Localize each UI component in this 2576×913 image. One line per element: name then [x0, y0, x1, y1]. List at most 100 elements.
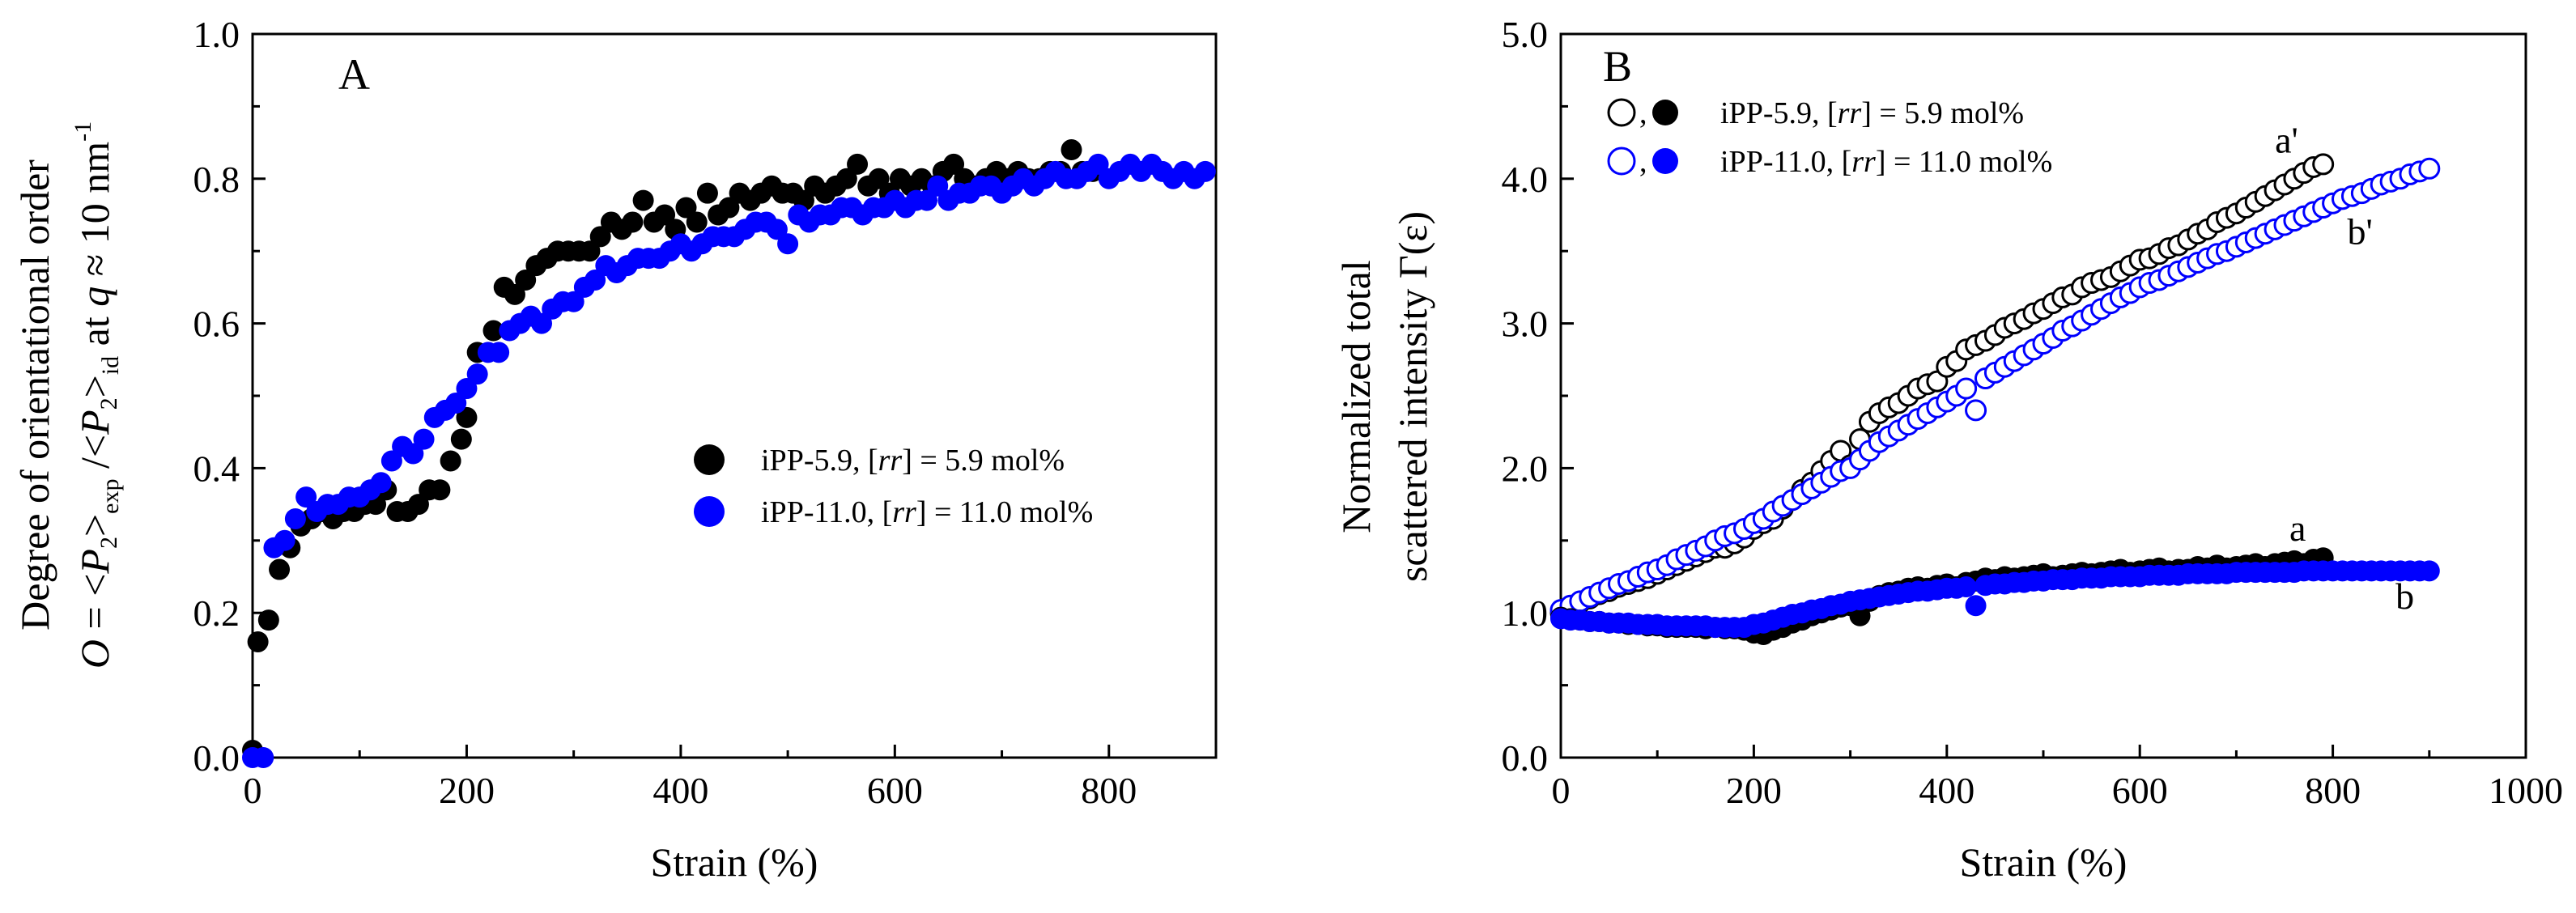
legend-sep-ipp-5-9: ,	[1639, 96, 1647, 130]
panel-a-point-ipp-5-9	[456, 406, 478, 428]
panel-b-annotations: a' b' a b	[2275, 120, 2414, 617]
panel-b-y-tick-label: 3.0	[1502, 304, 1549, 345]
panel-b-y-tick-label: 5.0	[1502, 14, 1549, 55]
panel-a-data-points	[242, 139, 1216, 768]
legend-open-marker-ipp-5-9	[1607, 98, 1636, 127]
panel-a-point-ipp-11-0	[766, 219, 788, 240]
panel-b-x-axis-title: Strain (%)	[1960, 839, 2128, 885]
panel-a-x-tick-label: 600	[867, 770, 923, 811]
panel-a-point-ipp-5-9	[632, 189, 654, 211]
panel-b-x-tick-label: 400	[1919, 770, 1975, 811]
panel-b-point-ipp-11-0-b-filled	[2418, 560, 2440, 582]
panel-a-point-ipp-5-9	[1061, 139, 1082, 161]
panel-a-point-ipp-5-9	[579, 240, 601, 262]
panel-a-point-ipp-11-0	[584, 269, 606, 291]
legend-sep-ipp-11-0: ,	[1639, 145, 1647, 179]
panel-b-curve-label: b'	[2347, 210, 2372, 252]
panel-b-point-ipp-11-0-b-open	[2418, 157, 2441, 180]
panel-b-y-axis-title-line2-group: scattered intensity Γ(ε)	[1390, 211, 1435, 582]
panel-a-point-ipp-5-9	[718, 197, 740, 219]
panel-a-point-ipp-5-9	[943, 153, 965, 175]
panel-a-point-ipp-5-9	[686, 211, 708, 233]
panel-a-point-ipp-5-9	[589, 226, 611, 248]
panel-a-point-ipp-11-0	[777, 233, 799, 255]
legend-marker-ipp-5-9	[694, 444, 725, 475]
panel-a-letter: A	[338, 50, 370, 99]
panel-a-point-ipp-5-9	[247, 631, 269, 652]
panel-a-point-ipp-11-0	[284, 507, 306, 529]
panel-a-point-ipp-5-9	[622, 211, 644, 233]
panel-a-point-ipp-11-0	[1087, 153, 1109, 175]
panel-a-point-ipp-5-9	[429, 479, 451, 501]
panel-b-point-ipp-5-9-a-open	[2312, 153, 2335, 176]
panel-a-point-ipp-5-9	[654, 204, 676, 226]
panel-b-plot-frame	[1559, 32, 2527, 759]
panel-b-y-tick-label: 1.0	[1502, 592, 1549, 634]
panel-a-point-ipp-5-9	[868, 168, 890, 189]
legend-filled-marker-ipp-5-9	[1652, 100, 1678, 125]
legend-label-ipp-5-9: iPP-5.9, [rr] = 5.9 mol%	[761, 444, 1065, 478]
panel-a-y-tick-label: 0.6	[193, 304, 240, 345]
legend-label-ipp-11-0: iPP-11.0, [rr] = 11.0 mol%	[761, 495, 1093, 529]
panel-a-legend: iPP-5.9, [rr] = 5.9 mol% iPP-11.0, [rr] …	[694, 444, 1093, 529]
panel-a-point-ipp-11-0	[563, 291, 584, 312]
panel-a-point-ipp-5-9	[835, 168, 857, 189]
panel-b-x-tick-label: 200	[1726, 770, 1782, 811]
legend-label-b-ipp-5-9: iPP-5.9, [rr] = 5.9 mol%	[1720, 96, 2024, 130]
panel-a-point-ipp-11-0	[402, 443, 424, 465]
panel-a-y-axis-title: Degree of orientational order	[12, 159, 57, 631]
panel-a-y-tick-label: 0.0	[193, 737, 240, 779]
legend-filled-marker-ipp-11-0	[1652, 148, 1678, 174]
panel-a-point-ipp-11-0	[370, 472, 392, 494]
panel-b-x-tick-label: 800	[2305, 770, 2361, 811]
panel-a-point-ipp-5-9	[269, 558, 291, 580]
panel-b-x-tick-label: 1000	[2489, 770, 2563, 811]
panel-a-point-ipp-11-0	[916, 189, 937, 211]
panel-a-point-ipp-11-0	[445, 392, 467, 414]
panel-b-legend: , iPP-5.9, [rr] = 5.9 mol% , iPP-11.0, […	[1607, 96, 2052, 179]
panel-a-point-ipp-5-9	[504, 283, 525, 305]
panel-a-x-tick-label: 200	[439, 770, 495, 811]
panel-a-point-ipp-5-9	[407, 494, 429, 516]
panel-a-y-tick-label: 0.8	[193, 159, 240, 200]
panel-a-point-ipp-11-0	[253, 747, 274, 768]
panel-a-x-axis-title: Strain (%)	[651, 839, 818, 885]
panel-b: 0 200 400 600 800 1000 0.0 1.0 2.0 3.0 4.0 5.0 a' b'…	[1333, 14, 2563, 885]
panel-a-y-tick-label: 0.2	[193, 592, 240, 634]
panel-a-point-ipp-5-9	[847, 153, 869, 175]
panel-a-point-ipp-5-9	[696, 182, 718, 204]
panel-a-point-ipp-11-0	[456, 378, 478, 400]
panel-a-point-ipp-11-0	[927, 175, 949, 197]
panel-a-x-tick-label: 400	[653, 770, 708, 811]
panel-a-point-ipp-11-0	[1194, 160, 1216, 182]
panel-a-axis-ticks: 0 200 400 600 800 0.0 0.2 0.4 0.6 0.8 1.0	[193, 14, 1218, 811]
legend-open-marker-ipp-11-0	[1607, 147, 1636, 176]
panel-a-point-ipp-11-0	[488, 342, 510, 363]
panel-a-point-ipp-11-0	[295, 486, 317, 508]
panel-b-curve-label: a	[2289, 507, 2306, 549]
panel-a-x-tick-label: 0	[244, 770, 262, 811]
panel-a: 0 200 400 600 800 0.0 0.2 0.4 0.6 0.8 1.0 A Strain…	[12, 14, 1218, 885]
legend-marker-ipp-11-0	[694, 496, 725, 527]
panel-b-y-tick-label: 2.0	[1502, 448, 1549, 489]
panel-a-point-ipp-11-0	[380, 450, 402, 472]
panel-b-x-tick-label: 0	[1552, 770, 1571, 811]
panel-b-point-ipp-11-0-b-filled	[1965, 595, 1987, 617]
panel-a-point-ipp-5-9	[675, 197, 697, 219]
panel-a-x-tick-label: 800	[1081, 770, 1137, 811]
panel-b-curve-label: b	[2395, 575, 2414, 617]
panel-a-point-ipp-5-9	[515, 269, 537, 291]
panel-b-x-tick-label: 600	[2112, 770, 2168, 811]
svg-text:O = <P2>exp /<P2>id at q ≈ 10: O = <P2>exp /<P2>id at q ≈ 10 nm-1	[70, 121, 124, 669]
panel-a-point-ipp-5-9	[257, 609, 279, 631]
panel-b-point-ipp-11-0-b-filled	[1955, 576, 1977, 598]
panel-a-y-axis-title-line1: Degree of orientational order	[12, 159, 57, 631]
panel-b-letter: B	[1603, 42, 1632, 91]
panel-a-point-ipp-11-0	[413, 428, 435, 450]
panel-b-point-ipp-11-0-b-open	[1955, 377, 1978, 400]
panel-a-point-ipp-11-0	[466, 363, 488, 385]
panel-b-y-tick-label: 0.0	[1502, 737, 1549, 779]
panel-a-y-tick-label: 1.0	[193, 14, 240, 55]
panel-a-point-ipp-5-9	[450, 428, 472, 450]
